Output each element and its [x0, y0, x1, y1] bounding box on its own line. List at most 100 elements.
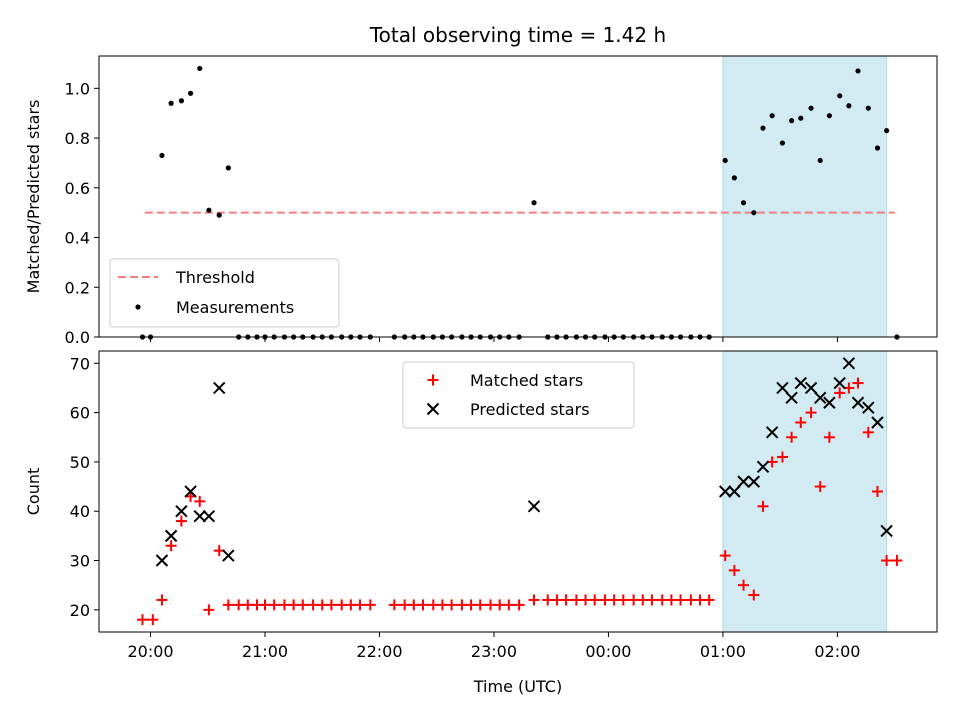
- predicted-point: [871, 416, 884, 429]
- x-tick-label: 01:00: [700, 642, 746, 661]
- matched-point: [719, 550, 731, 562]
- predicted-point: [527, 500, 541, 513]
- measurement-point: [874, 145, 881, 151]
- x-tick-label: 02:00: [814, 642, 860, 661]
- matched-point: [297, 599, 309, 611]
- predicted-point: [737, 475, 750, 488]
- legend-predicted-swatch: [426, 402, 440, 416]
- predicted-point: [862, 401, 875, 414]
- matched-point: [388, 599, 400, 611]
- legend-measurements-swatch: [135, 304, 141, 310]
- matched-point: [776, 451, 788, 463]
- axes-frame: [98, 350, 938, 633]
- y-tick-label: 40: [70, 502, 90, 521]
- predicted-point: [719, 485, 732, 498]
- measurement-point: [216, 212, 222, 218]
- axes-frame: [98, 55, 938, 338]
- matched-point: [805, 407, 817, 419]
- matched-point: [354, 599, 366, 611]
- predicted-point: [202, 509, 216, 523]
- matched-point: [147, 614, 159, 626]
- y-axis-title: Matched/Predicted stars: [24, 100, 43, 294]
- predicted-point: [765, 426, 779, 439]
- matched-point: [268, 599, 280, 611]
- matched-point: [675, 594, 687, 606]
- measurement-point: [187, 90, 194, 96]
- measurement-point: [779, 140, 786, 146]
- predicted-point: [155, 554, 169, 567]
- legend: Threshold Measurements: [109, 258, 340, 328]
- predicted-point: [842, 357, 856, 370]
- measurement-point: [225, 165, 231, 171]
- measurement-point: [740, 200, 747, 206]
- x-tick-label: 21:00: [242, 642, 288, 661]
- x-tick-label: 20:00: [127, 642, 173, 661]
- predicted-point: [804, 381, 818, 395]
- predicted-point: [747, 475, 761, 488]
- matched-point: [703, 594, 715, 606]
- predicted-point: [785, 391, 798, 405]
- matched-point: [834, 387, 846, 399]
- y-tick-label: 60: [70, 404, 90, 423]
- y-axis-title: Count: [24, 468, 43, 516]
- measurement-point: [865, 105, 871, 111]
- matched-point: [137, 614, 149, 626]
- predicted-point: [851, 396, 865, 409]
- y-tick-label: 0.6: [65, 179, 90, 198]
- measurement-point: [168, 100, 174, 106]
- measurement-point: [798, 115, 804, 121]
- predicted-point: [175, 505, 188, 518]
- matched-point: [757, 500, 769, 512]
- matched-point: [175, 515, 187, 527]
- matched-point: [728, 564, 740, 576]
- predicted-point: [756, 460, 770, 474]
- matched-point: [871, 486, 883, 497]
- predicted-point: [794, 376, 807, 390]
- matched-point: [738, 579, 750, 591]
- matched-point: [786, 431, 798, 443]
- x-axis-title: Time (UTC): [473, 677, 562, 696]
- bottom-panel: 20 30 40 50 60 70 20:00 21:00 22:00 23:00 00:00 01:…: [24, 350, 938, 661]
- y-tick-label: 0.0: [65, 328, 90, 347]
- y-tick-label: 0.2: [65, 278, 90, 297]
- matched-point: [646, 594, 658, 606]
- matched-point: [165, 540, 177, 552]
- measurement-point: [855, 68, 861, 74]
- matched-point: [503, 599, 515, 611]
- predicted-point: [184, 485, 197, 498]
- measurement-point: [884, 128, 890, 134]
- matched-point: [862, 426, 874, 438]
- x-tick-label: 23:00: [471, 642, 517, 661]
- matched-point: [417, 599, 429, 611]
- legend-measurements-label: Measurements: [176, 298, 294, 317]
- legend-predicted-label: Predicted stars: [470, 400, 590, 419]
- legend-matched-swatch: [427, 374, 439, 386]
- measurement-point: [846, 103, 852, 109]
- matched-point: [446, 599, 458, 611]
- matched-point: [474, 599, 486, 611]
- legend-threshold-label: Threshold: [175, 268, 255, 287]
- y-tick-label: 50: [70, 453, 90, 472]
- predicted-point: [776, 381, 789, 395]
- legend-box: [402, 361, 635, 429]
- measurement-point: [531, 200, 537, 206]
- predicted-point: [814, 391, 827, 405]
- y-tick-label: 1.0: [65, 79, 90, 98]
- measurement-point: [178, 98, 185, 104]
- legend-box: [109, 258, 340, 328]
- matched-point: [617, 594, 629, 606]
- matched-point: [203, 604, 215, 616]
- predicted-point: [728, 485, 741, 498]
- matched-point: [222, 599, 234, 611]
- matched-point: [364, 599, 376, 611]
- measurement-point: [808, 105, 814, 111]
- highlight-span: [722, 350, 888, 633]
- matched-point: [325, 599, 337, 611]
- measurement-point: [206, 207, 212, 213]
- predicted-point: [164, 529, 178, 543]
- matched-point: [513, 599, 525, 611]
- y-tick-label: 0.4: [65, 229, 90, 248]
- matched-point: [852, 377, 864, 389]
- x-tick-label: 22:00: [356, 642, 402, 661]
